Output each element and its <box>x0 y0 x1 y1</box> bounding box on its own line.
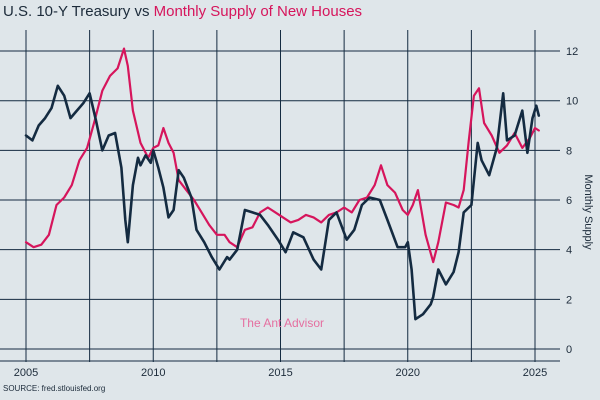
y-tick-label: 4 <box>566 245 572 257</box>
y-tick-label: 0 <box>566 344 572 356</box>
y-tick-label: 12 <box>566 46 578 58</box>
y-tick-label: 8 <box>566 145 572 157</box>
y-tick-label: 2 <box>566 294 572 306</box>
y-axis-label: Monthly Supply <box>582 174 594 250</box>
x-tick-label: 2020 <box>396 367 420 379</box>
watermark: The Ant Advisor <box>240 316 324 330</box>
title-supply: Monthly Supply of New Houses <box>153 3 363 20</box>
y-tick-label: 6 <box>566 195 572 207</box>
y-tick-label: 10 <box>566 96 578 108</box>
x-tick-label: 2010 <box>141 367 165 379</box>
tick-labels: 2005 2010 2015 2020 2025 0 2 4 6 8 10 12 <box>14 46 578 379</box>
series-line-treasury <box>24 84 541 321</box>
series-line-supply <box>24 47 540 264</box>
series-group <box>24 47 541 321</box>
chart-title: U.S. 10-Y Treasury vs Monthly Supply of … <box>3 3 362 20</box>
title-treasury: U.S. 10-Y Treasury vs <box>3 3 154 20</box>
grid <box>0 30 560 362</box>
x-tick-label: 2015 <box>268 367 292 379</box>
source-note: SOURCE: fred.stlouisfed.org <box>3 384 106 393</box>
x-tick-label: 2025 <box>523 367 547 379</box>
x-tick-label: 2005 <box>14 367 38 379</box>
